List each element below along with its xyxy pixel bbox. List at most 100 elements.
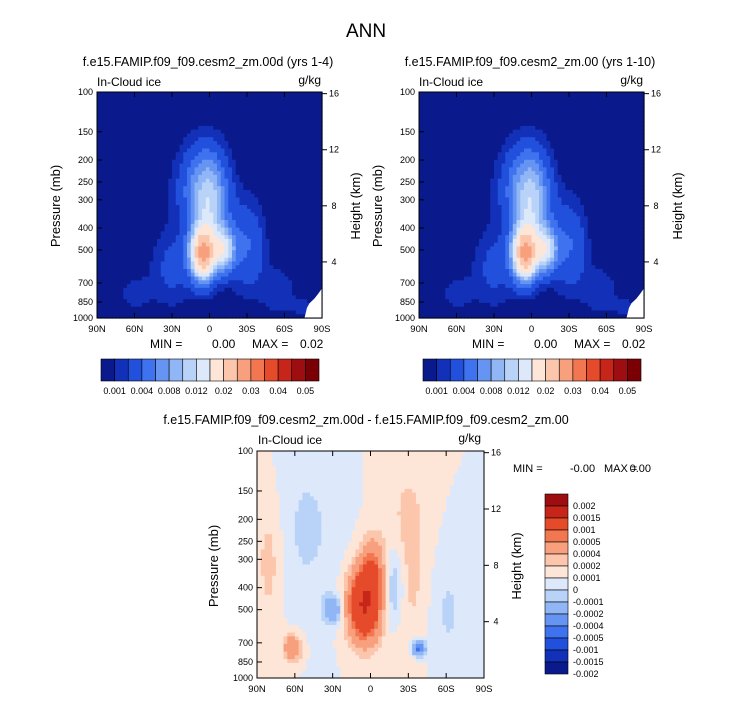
panel_a-cell — [168, 125, 173, 131]
panel_a-cell — [115, 189, 121, 195]
panel_a-cell — [265, 306, 271, 312]
panel_b-cell — [550, 107, 555, 112]
panel_a-cell — [307, 152, 312, 157]
panel_a-cell — [97, 167, 102, 172]
panel_b-cell — [614, 103, 619, 108]
panel_b-cell — [569, 163, 574, 168]
panel_a-cell — [157, 140, 162, 146]
panel_a-cell — [220, 144, 226, 150]
panel_a-cell — [292, 269, 297, 274]
panel_b-cell — [542, 156, 548, 161]
panel_b-cell — [512, 159, 518, 165]
panel_a-cell — [217, 306, 222, 312]
panel_a-cell — [209, 265, 214, 270]
panel_a-cell — [138, 284, 143, 289]
panel_b-cell — [452, 167, 458, 172]
panel_a-cell — [183, 118, 188, 123]
panel_a-cell — [187, 235, 192, 240]
panel_a-cell — [198, 182, 203, 187]
panel_a-cell — [220, 140, 226, 146]
panel_a-cell — [179, 92, 184, 97]
panel_b-cell — [561, 167, 566, 172]
panel_b-cell — [572, 159, 578, 165]
panel_a-cell — [224, 276, 229, 281]
panel_b-cell — [467, 171, 473, 176]
panel_a-cell — [292, 159, 297, 165]
panel_b-cell — [441, 171, 446, 176]
panel_b-cell — [426, 92, 431, 97]
panel_a-cell — [112, 95, 117, 101]
panel_a-cell — [160, 205, 166, 210]
panel_b-cell — [614, 125, 619, 131]
panel_a-cell — [205, 178, 211, 183]
panel_a-cell — [157, 265, 162, 270]
panel_a-cell — [175, 291, 181, 296]
panel_a-cell — [303, 208, 308, 214]
panel_b-cell — [569, 152, 574, 157]
panel_b-cell — [505, 156, 510, 161]
panel_a-cell — [273, 291, 278, 296]
panel_a-cell — [209, 302, 214, 308]
panel_b-cell — [486, 167, 491, 172]
panel_a-cell — [119, 189, 124, 195]
panel_b-cell — [621, 167, 626, 172]
panel_a-cell — [228, 246, 233, 251]
panel_b-cell — [632, 167, 638, 172]
panel_a-cell — [175, 314, 181, 319]
panel_a-cell — [119, 201, 124, 206]
panel_b-cell — [464, 137, 469, 142]
panel_a-cell — [187, 182, 192, 187]
panel_a-cell — [220, 182, 226, 187]
panel_b-cell — [640, 107, 645, 112]
panel_a-cell — [108, 148, 113, 153]
panel_a-cell — [100, 223, 106, 229]
panel_a-cell — [247, 129, 252, 135]
panel_b-cell — [524, 107, 529, 112]
panel_a-cell — [138, 152, 143, 157]
panel_a-cell — [220, 193, 226, 199]
panel_a-cell — [190, 171, 196, 176]
panel_b-cell — [602, 133, 608, 138]
panel_b-cell — [471, 167, 476, 172]
panel_a-cell — [134, 140, 139, 146]
panel_a-cell — [280, 302, 286, 308]
panel_a-cell — [235, 201, 241, 206]
panel_b-cell — [449, 99, 454, 104]
panel_a-cell — [112, 253, 117, 259]
panel_a-cell — [303, 231, 308, 236]
panel_a-cell — [119, 174, 124, 180]
panel_b-cell — [535, 103, 540, 108]
panel_a-cell — [202, 148, 207, 153]
panel_b-cell — [599, 99, 604, 104]
panel_a-cell — [247, 231, 252, 236]
panel_a-cell — [209, 257, 214, 263]
panel_b-cell — [437, 125, 443, 131]
panel_a-cell — [235, 197, 241, 202]
panel_b-cell — [595, 122, 600, 127]
panel_b-cell — [490, 103, 495, 108]
panel_a-cell — [258, 212, 263, 217]
panel_a-cell — [153, 92, 158, 97]
panel_a-cell — [187, 306, 192, 312]
panel_a-cell — [194, 310, 199, 315]
panel_a-cell — [310, 129, 316, 135]
panel_a-cell — [153, 250, 158, 255]
panel_a-cell — [205, 291, 211, 296]
panel_a-cell — [262, 159, 267, 165]
panel_a-cell — [258, 193, 263, 199]
panel_b-cell — [595, 133, 600, 138]
panel_a-cell — [130, 114, 136, 119]
panel_a-cell — [209, 238, 214, 244]
panel_b-cell — [467, 95, 473, 101]
panel_a-cell — [254, 137, 259, 142]
panel_a-cell — [168, 99, 173, 104]
panel_b-cell — [467, 140, 473, 146]
panel_a-cell — [183, 257, 188, 263]
panel_b-cell — [527, 137, 533, 142]
panel_a-cell — [299, 99, 304, 104]
panel_a-cell — [104, 174, 109, 180]
panel_a-cell — [280, 140, 286, 146]
panel_a-cell — [310, 246, 316, 251]
panel_a-cell — [157, 235, 162, 240]
panel_a-cell — [112, 212, 117, 217]
